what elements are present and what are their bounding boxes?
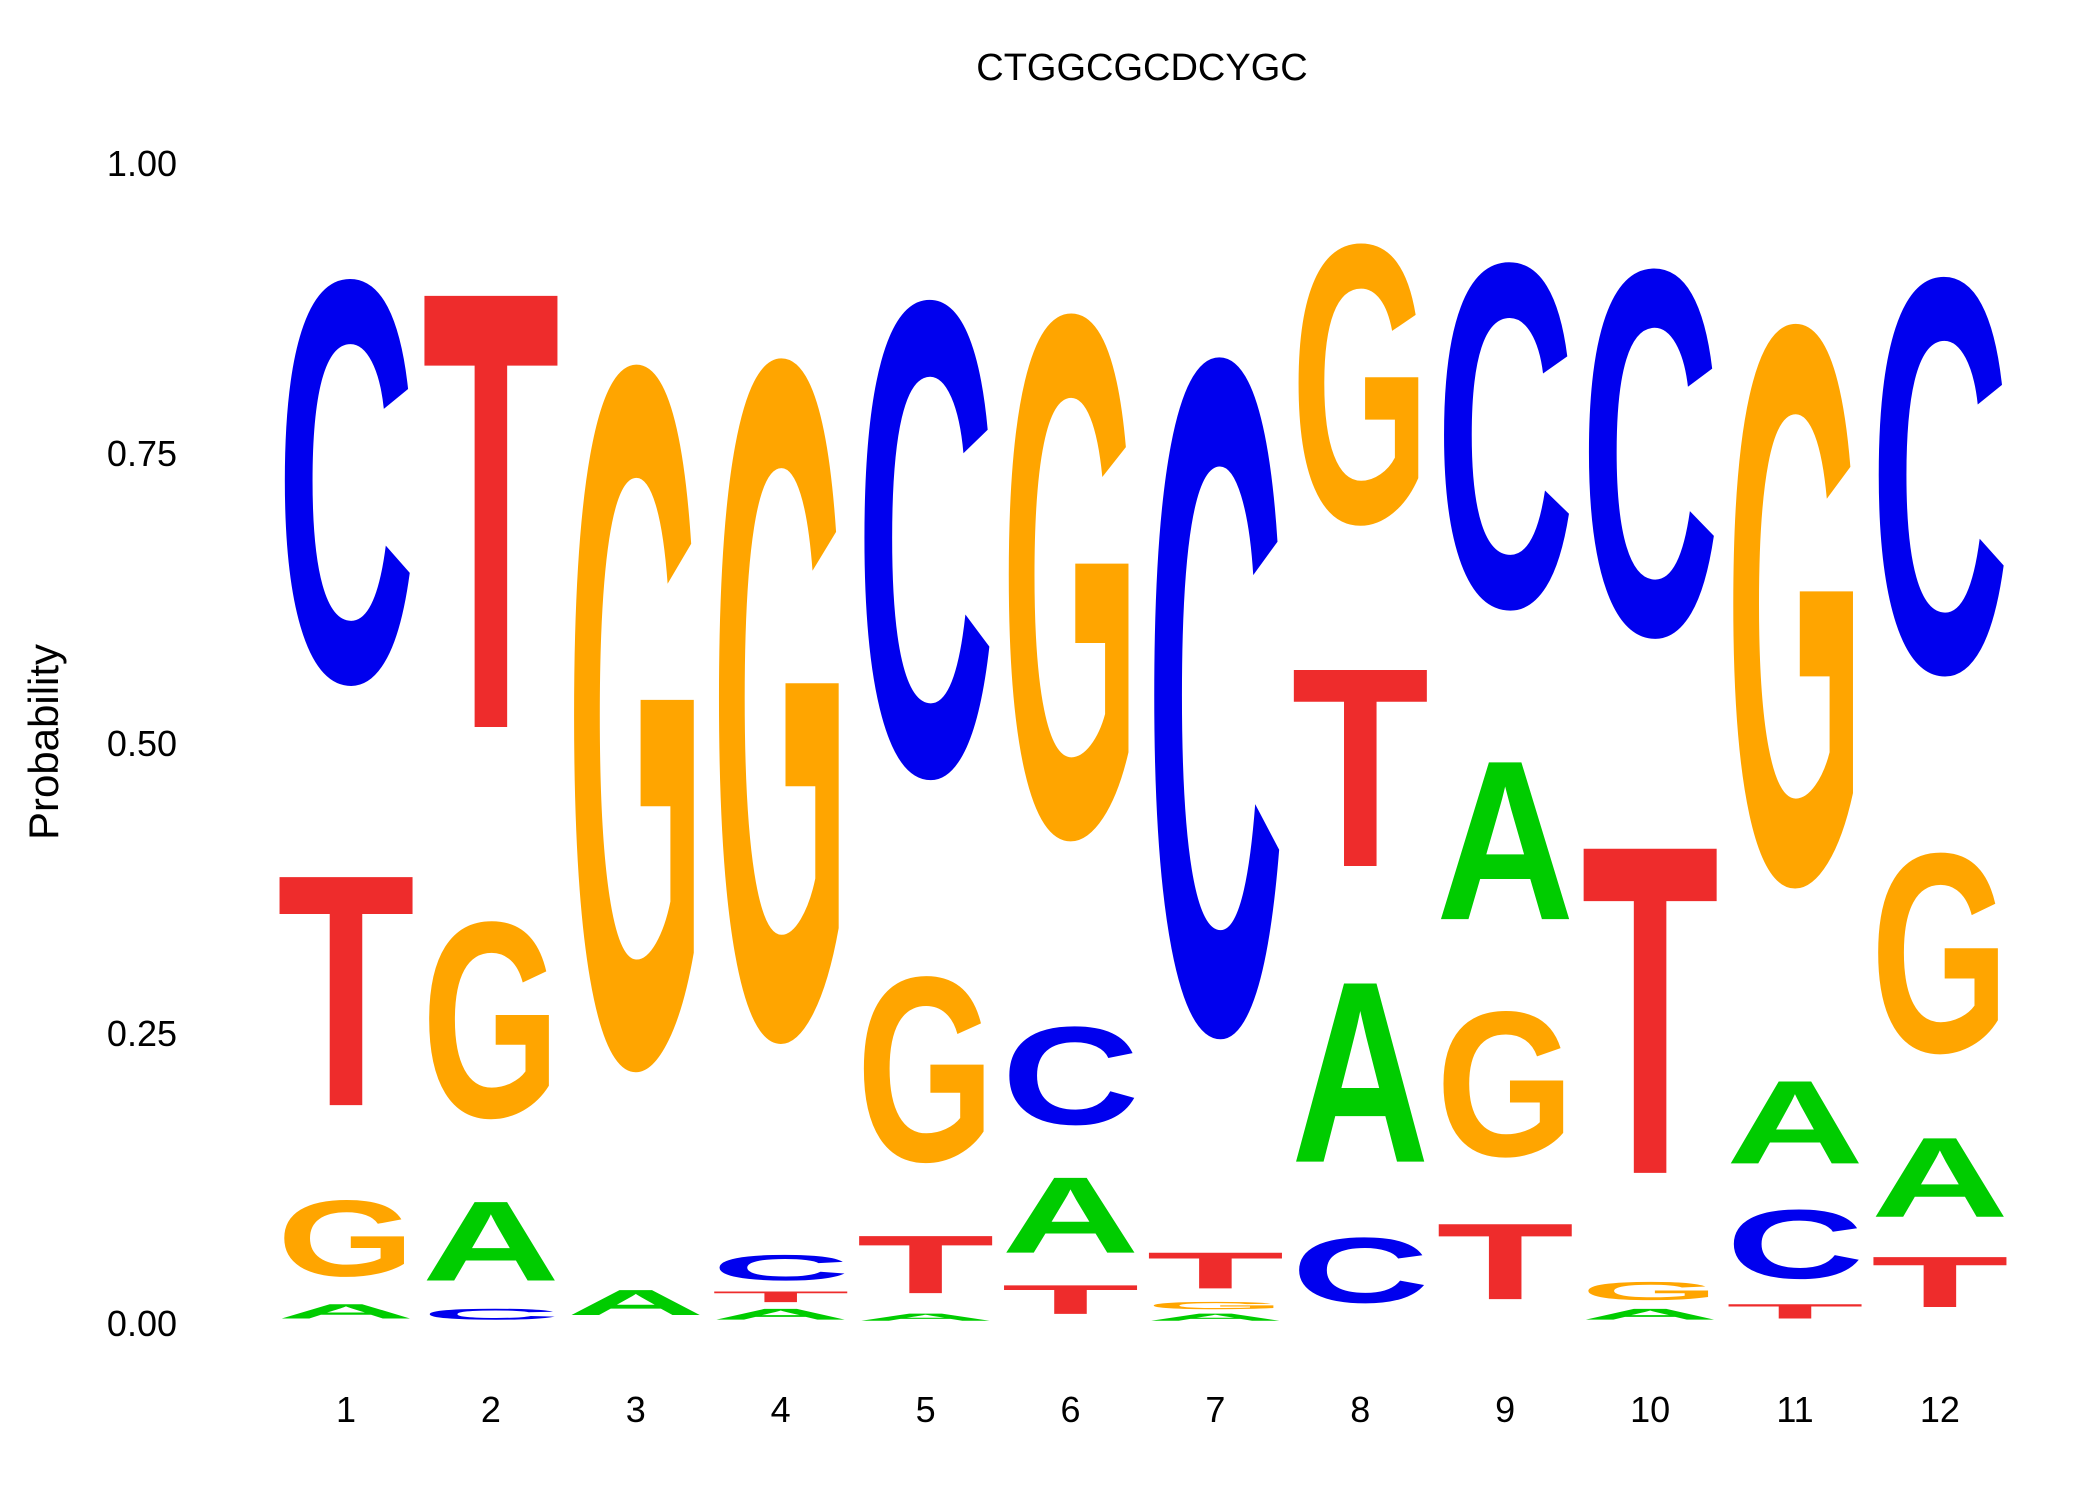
x-tick-label: 3 bbox=[626, 1389, 646, 1430]
logo-letter-G: G bbox=[1436, 968, 1574, 1200]
logo-letter-A: A bbox=[1291, 928, 1429, 1217]
x-tick-label: 12 bbox=[1920, 1389, 1960, 1430]
x-tick-label: 11 bbox=[1776, 1389, 1813, 1430]
x-tick-label: 8 bbox=[1350, 1389, 1370, 1430]
y-tick-label: 0.25 bbox=[107, 1013, 177, 1054]
logo-letter-T: T bbox=[422, 160, 560, 860]
x-tick-label: 4 bbox=[771, 1389, 791, 1430]
logo-columns: AGTCCAGTAGATCGATGCTACGAGTCCATGTGACAGTCTC… bbox=[277, 158, 2009, 1323]
logo-letter-C: C bbox=[712, 1248, 850, 1288]
logo-letter-C: C bbox=[1581, 162, 1719, 745]
x-tick-label: 1 bbox=[336, 1389, 356, 1430]
logo-letter-C: C bbox=[1436, 162, 1574, 712]
logo-letter-G: G bbox=[277, 1178, 415, 1299]
logo-letter-C: C bbox=[1291, 1218, 1429, 1322]
logo-letter-C: C bbox=[857, 160, 995, 918]
logo-letter-T: T bbox=[857, 1219, 995, 1312]
logo-letter-A: A bbox=[422, 1178, 560, 1305]
logo-letter-C: C bbox=[1146, 159, 1284, 1235]
logo-letter-A: A bbox=[857, 1311, 995, 1323]
logo-letter-G: G bbox=[1581, 1276, 1719, 1305]
chart-title: CTGGCGCDCYGC bbox=[976, 47, 1307, 89]
logo-letter-A: A bbox=[277, 1300, 415, 1323]
x-tick-label: 9 bbox=[1495, 1389, 1515, 1430]
y-tick-label: 1.00 bbox=[107, 143, 177, 184]
logo-letter-T: T bbox=[1146, 1242, 1284, 1300]
logo-letter-T: T bbox=[1002, 1277, 1140, 1323]
logo-letter-T: T bbox=[1871, 1241, 2009, 1322]
logo-letter-G: G bbox=[567, 159, 705, 1276]
logo-letter-A: A bbox=[1002, 1154, 1140, 1276]
x-tick-label: 5 bbox=[916, 1389, 936, 1430]
x-tick-label: 10 bbox=[1630, 1389, 1670, 1430]
logo-letter-A: A bbox=[1436, 713, 1574, 968]
y-tick-label: 0.50 bbox=[107, 723, 177, 764]
logo-letter-T: T bbox=[1291, 609, 1429, 927]
logo-letter-A: A bbox=[1146, 1311, 1284, 1323]
logo-letter-T: T bbox=[1436, 1201, 1574, 1322]
x-axis: 1 2 3 4 5 6 7 8 9 10 11 12 bbox=[336, 1389, 1960, 1430]
x-tick-label: 6 bbox=[1060, 1389, 1080, 1430]
logo-letter-C: C bbox=[1002, 998, 1140, 1154]
logo-letter-G: G bbox=[1002, 159, 1140, 993]
logo-letter-A: A bbox=[1726, 1056, 1864, 1189]
y-tick-label: 0.75 bbox=[107, 433, 177, 474]
logo-letter-T: T bbox=[1726, 1300, 1864, 1323]
y-tick-label: 0.00 bbox=[107, 1303, 177, 1344]
logo-letter-G: G bbox=[1291, 163, 1429, 607]
logo-letter-T: T bbox=[712, 1288, 850, 1305]
logo-letter-A: A bbox=[567, 1283, 705, 1323]
logo-letter-T: T bbox=[277, 806, 415, 1176]
logo-letter-G: G bbox=[1871, 795, 2009, 1113]
logo-letter-C: C bbox=[422, 1305, 560, 1322]
y-axis-label: Probability bbox=[20, 644, 67, 840]
logo-letter-G: G bbox=[1726, 160, 1864, 1050]
logo-letter-C: C bbox=[277, 160, 415, 803]
logo-letter-A: A bbox=[1581, 1305, 1719, 1322]
x-tick-label: 2 bbox=[481, 1389, 501, 1430]
logo-letter-C: C bbox=[1871, 162, 2009, 792]
logo-column: AG bbox=[567, 159, 705, 1323]
logo-letter-G: G bbox=[857, 921, 995, 1217]
x-tick-label: 7 bbox=[1205, 1389, 1225, 1430]
logo-letter-G: G bbox=[712, 158, 850, 1240]
logo-letter-T: T bbox=[1581, 747, 1719, 1274]
y-axis: 0.00 0.25 0.50 0.75 1.00 bbox=[107, 143, 177, 1344]
logo-letter-A: A bbox=[1871, 1115, 2009, 1242]
logo-letter-A: A bbox=[712, 1305, 850, 1322]
logo-letter-G: G bbox=[1146, 1300, 1284, 1312]
logo-letter-G: G bbox=[422, 863, 560, 1176]
logo-letter-C: C bbox=[1726, 1189, 1864, 1299]
